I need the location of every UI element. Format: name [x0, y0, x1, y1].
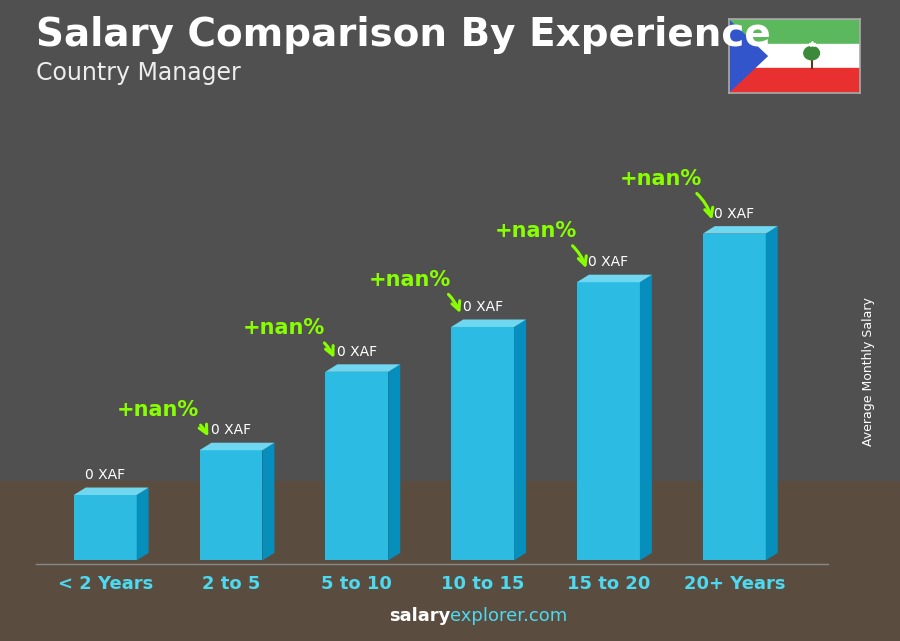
Polygon shape	[74, 495, 137, 560]
Polygon shape	[326, 372, 388, 560]
Text: Average Monthly Salary: Average Monthly Salary	[862, 297, 875, 446]
Polygon shape	[74, 488, 148, 495]
Text: 0 XAF: 0 XAF	[337, 345, 377, 359]
Polygon shape	[388, 364, 400, 560]
Text: 0 XAF: 0 XAF	[589, 255, 628, 269]
Polygon shape	[451, 327, 514, 560]
Text: 0 XAF: 0 XAF	[86, 468, 125, 482]
Text: +nan%: +nan%	[243, 318, 333, 355]
Text: 0 XAF: 0 XAF	[463, 300, 503, 314]
Polygon shape	[640, 275, 652, 560]
Bar	[729, 69, 859, 93]
Text: Country Manager: Country Manager	[36, 61, 241, 85]
Text: salary: salary	[389, 607, 450, 625]
Text: +nan%: +nan%	[620, 169, 713, 217]
Polygon shape	[451, 319, 526, 327]
Polygon shape	[263, 443, 274, 560]
Polygon shape	[729, 19, 769, 93]
Polygon shape	[703, 226, 778, 233]
Text: 0 XAF: 0 XAF	[715, 206, 754, 221]
Polygon shape	[137, 488, 148, 560]
Polygon shape	[326, 364, 400, 372]
Text: explorer.com: explorer.com	[450, 607, 567, 625]
Text: +nan%: +nan%	[117, 401, 207, 433]
Polygon shape	[200, 450, 263, 560]
Text: Salary Comparison By Experience: Salary Comparison By Experience	[36, 16, 770, 54]
Polygon shape	[766, 226, 778, 560]
Polygon shape	[577, 282, 640, 560]
Text: +nan%: +nan%	[368, 270, 460, 310]
Bar	[729, 19, 859, 44]
Text: 0 XAF: 0 XAF	[211, 423, 251, 437]
Polygon shape	[514, 319, 526, 560]
Polygon shape	[577, 275, 652, 282]
Bar	[729, 44, 859, 69]
Polygon shape	[703, 233, 766, 560]
Polygon shape	[200, 443, 274, 450]
Circle shape	[804, 47, 820, 60]
Text: +nan%: +nan%	[494, 221, 586, 265]
